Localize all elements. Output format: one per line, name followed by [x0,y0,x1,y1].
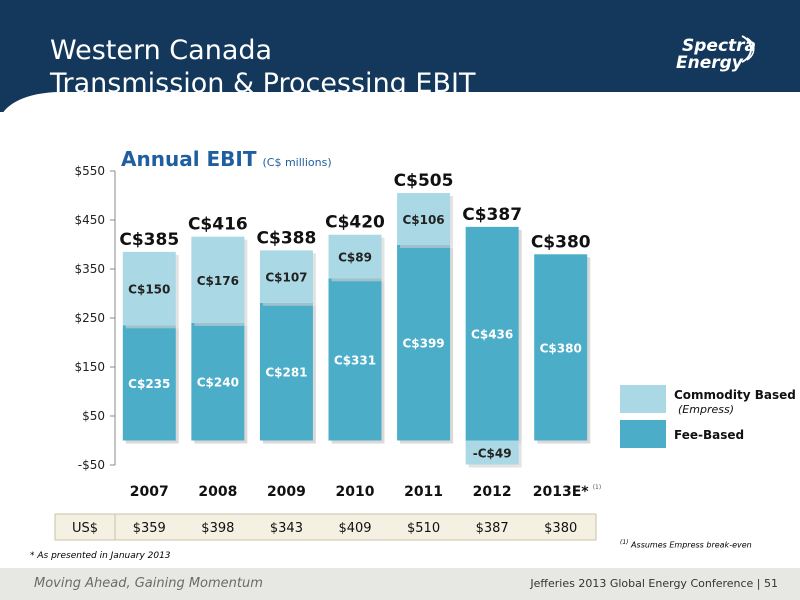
title-line-2: Transmission & Processing EBIT [50,68,476,99]
bar-total-label: C$385 [119,230,179,250]
y-tick-label: $550 [74,164,105,178]
bar-commodity [259,250,313,303]
bar-fee-based [465,226,519,441]
y-tick-label: $350 [74,262,105,276]
title-line-1: Western Canada [50,35,273,66]
bar-total-label: C$388 [257,228,317,248]
bar-label-commodity: C$106 [402,213,444,227]
bar-commodity [122,251,176,326]
bar-total-label: C$420 [325,213,385,233]
x-tick-label: 2010 [336,484,375,500]
bar-label-fee-based: C$240 [197,376,239,390]
y-tick-label: $450 [74,213,105,227]
chart-title: Annual EBIT (C$ millions) [121,147,332,171]
as-presented-note: * As presented in January 2013 [30,551,171,561]
usd-row-value: $380 [544,521,577,536]
usd-row-value: $387 [476,521,509,536]
x-tick-label: 2009 [267,484,306,500]
x-tick-superscript: (1) [593,484,602,491]
bar-commodity [328,234,382,279]
x-tick-label: 2008 [198,484,237,500]
usd-row [54,513,597,541]
usd-row-value: $359 [133,521,166,536]
bar-label-fee-based: C$399 [402,337,444,351]
bar-total-label: C$387 [462,205,522,225]
x-tick-label: 2007 [130,484,169,500]
usd-row-value: $398 [201,521,234,536]
usd-row-value: $409 [338,521,371,536]
bar-total-label: C$505 [394,171,454,191]
y-tick-label: $150 [74,360,105,374]
footer-tagline: Moving Ahead, Gaining Momentum [34,576,263,591]
bar-label-fee-based: C$380 [540,341,582,355]
bar-label-fee-based: C$235 [128,377,170,391]
bar-fee-based [122,325,176,441]
bar-label-fee-based: C$331 [334,353,376,367]
bar-label-commodity: C$107 [265,271,307,285]
footnote: (1) Assumes Empress break-even [620,539,752,550]
logo-line-2: Energy [676,53,743,73]
footnote-marker: (1) [620,539,629,546]
bar-label-commodity: C$89 [338,251,372,265]
bar-fee-based [259,302,313,441]
company-logo: Spectra Energy [676,38,756,72]
footnote-text: Assumes Empress break-even [631,540,752,550]
bar-commodity [191,236,245,323]
bar-fee-based [191,322,245,441]
bar-label-commodity: C$176 [197,274,239,288]
bar-label-commodity: C$150 [128,283,170,297]
footer-conference: Jefferies 2013 Global Energy Conference … [530,577,778,590]
bar-fee-based [397,244,451,441]
x-tick-label: 2013E* [533,484,590,500]
legend-label-commodity: Commodity Based [674,388,796,402]
bar-total-label: C$380 [531,232,591,252]
bar-label-fee-based: C$436 [471,328,513,342]
usd-row-value: $510 [407,521,440,536]
usd-row-label: US$ [72,521,98,536]
bar-fee-based [328,278,382,441]
x-tick-label: 2012 [473,484,512,500]
footer-band [0,568,800,600]
y-tick-label: -$50 [78,458,105,472]
bar-label-commodity: -C$49 [473,447,512,461]
legend-swatch-commodity [620,385,666,413]
y-tick-label: $50 [82,409,105,423]
bar-fee-based [534,254,588,441]
legend-swatch-fee-based [620,420,666,448]
bar-total-label: C$416 [188,215,248,235]
logo-line-1: Spectra [682,36,757,56]
legend-label-fee-based: Fee-Based [674,428,744,442]
bar-commodity [465,440,519,465]
bar-label-fee-based: C$281 [265,366,307,380]
page-title: Western Canada Transmission & Processing… [50,34,475,100]
usd-row-value: $343 [270,521,303,536]
y-tick-label: $250 [74,311,105,325]
legend-sublabel-commodity: (Empress) [678,403,734,416]
x-tick-label: 2011 [404,484,443,500]
bar-commodity [397,193,451,245]
logo-swoosh-icon [741,35,755,63]
header-curve [0,92,800,132]
